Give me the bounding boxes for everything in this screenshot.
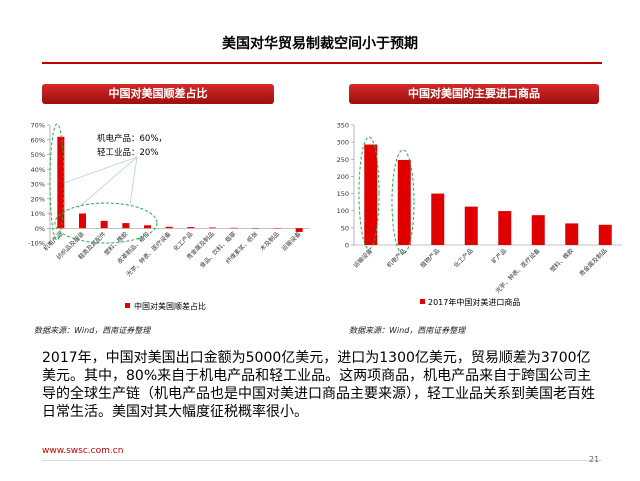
x-tick-label: 植物产品 bbox=[419, 247, 442, 270]
surplus-share-chart: -10%0%10%20%30%40%50%60%70% 机电产品纺织品及服装鞋类… bbox=[28, 122, 310, 311]
y-tick-label: 250 bbox=[337, 156, 349, 164]
bar bbox=[464, 206, 478, 245]
bar bbox=[122, 223, 130, 229]
highlight-ellipse-light-industry bbox=[54, 202, 158, 244]
legend-label: 2017年中国对美进口商品 bbox=[428, 297, 520, 307]
bar bbox=[364, 144, 378, 245]
y-tick-label: 100 bbox=[337, 207, 349, 215]
highlight-ellipse-transport bbox=[358, 136, 380, 250]
bar bbox=[565, 223, 579, 245]
bar bbox=[598, 224, 612, 245]
y-tick-label: 50 bbox=[341, 224, 349, 232]
footer-divider bbox=[42, 460, 602, 461]
page-number: 21 bbox=[589, 455, 600, 464]
x-tick-label: 木及制品 bbox=[258, 230, 281, 253]
y-tick-label: 50% bbox=[31, 151, 45, 159]
bar bbox=[57, 136, 65, 229]
y-tick-label: 200 bbox=[337, 173, 349, 181]
annotation-line-2: 轻工业品：20% bbox=[97, 147, 158, 158]
y-tick-label: -10% bbox=[28, 240, 45, 248]
bar bbox=[431, 193, 445, 245]
x-tick-label: 矿产品 bbox=[490, 247, 508, 265]
imports-chart: 0 50 100 150 200 250 300 350 运输设备 机电产品 植物产品 化工产品 矿产… bbox=[337, 122, 622, 307]
bar bbox=[230, 227, 238, 229]
annotation-pointer bbox=[77, 156, 138, 209]
bar bbox=[397, 159, 411, 245]
y-tick-label: 150 bbox=[337, 190, 349, 198]
bar bbox=[209, 227, 216, 229]
bar bbox=[187, 227, 195, 229]
x-tick-label: 机电产品 bbox=[42, 230, 65, 253]
y-tick-label: 10% bbox=[31, 210, 45, 218]
website-link[interactable]: www.swsc.com.cn bbox=[42, 446, 124, 456]
bar bbox=[531, 215, 545, 245]
y-tick-label: 0 bbox=[345, 242, 349, 250]
legend-swatch bbox=[125, 303, 130, 308]
x-tick-label: 化工产品 bbox=[172, 230, 195, 253]
right-source-note: 数据来源：Wind，西南证券整理 bbox=[349, 326, 466, 335]
y-tick-label: 0% bbox=[35, 225, 45, 233]
bar bbox=[498, 211, 512, 245]
x-tick-label: 贵金属及制品 bbox=[578, 247, 609, 278]
bar bbox=[144, 225, 151, 229]
y-tick-label: 70% bbox=[31, 122, 45, 130]
page-title: 美国对华贸易制裁空间小于预期 bbox=[222, 36, 418, 52]
x-tick-label: 化工产品 bbox=[452, 247, 475, 270]
x-tick-label: 塑料、橡胶 bbox=[548, 247, 575, 274]
annotation-line-1: 机电产品：60%， bbox=[97, 133, 167, 144]
highlight-ellipse-electromechanical bbox=[49, 123, 65, 241]
legend-swatch bbox=[420, 299, 425, 304]
title-divider bbox=[42, 62, 602, 64]
highlight-ellipse-electromechanical bbox=[391, 149, 415, 255]
bar bbox=[79, 213, 86, 229]
y-tick-label: 30% bbox=[31, 181, 45, 189]
x-tick-label: 食品、饮料、烟草 bbox=[198, 230, 238, 270]
bar bbox=[252, 227, 260, 229]
x-tick-label: 运输设备 bbox=[280, 230, 303, 253]
y-tick-label: 350 bbox=[337, 122, 349, 130]
legend-label: 中国对美国顺差占比 bbox=[134, 301, 206, 311]
x-tick-label: 机电产品 bbox=[385, 247, 408, 270]
bar bbox=[100, 220, 108, 229]
y-tick-label: 20% bbox=[31, 195, 45, 203]
annotation-pointer bbox=[129, 156, 138, 205]
annotation-pointer bbox=[63, 156, 138, 184]
x-tick-label: 运输设备 bbox=[352, 247, 375, 270]
bar bbox=[295, 228, 303, 232]
y-tick-label: 40% bbox=[31, 166, 45, 174]
y-tick-label: 300 bbox=[337, 139, 349, 147]
left-chart-title: 中国对美国顺差占比 bbox=[42, 84, 274, 104]
summary-paragraph: 2017年，中国对美国出口金额为5000亿美元，进口为1300亿美元，贸易顺差为… bbox=[42, 350, 595, 420]
bar bbox=[165, 226, 173, 229]
left-source-note: 数据来源：Wind，西南证券整理 bbox=[34, 326, 151, 335]
right-chart-title: 中国对美国的主要进口商品 bbox=[349, 84, 599, 104]
bar bbox=[274, 227, 281, 229]
y-tick-label: 60% bbox=[31, 136, 45, 144]
